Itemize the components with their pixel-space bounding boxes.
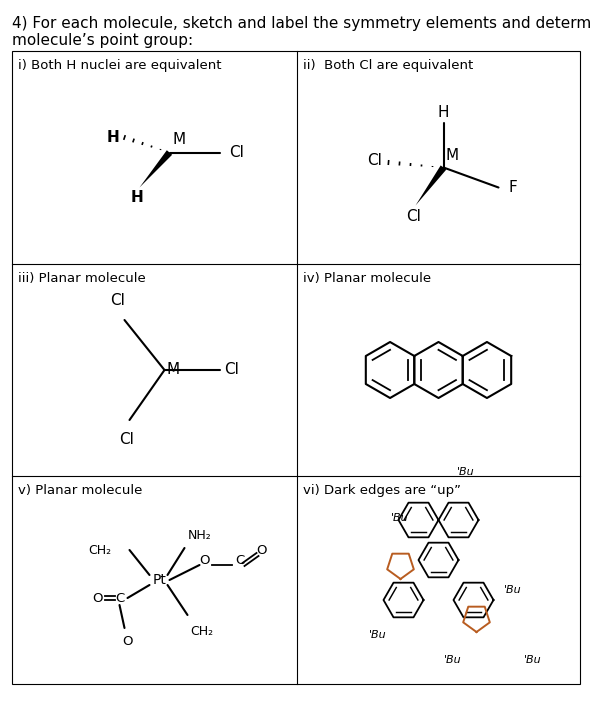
Text: O: O — [92, 592, 103, 605]
Text: Cl: Cl — [367, 153, 382, 168]
Text: Pt: Pt — [153, 573, 166, 587]
Text: M: M — [446, 149, 459, 163]
Text: 'Bu: 'Bu — [456, 467, 474, 477]
Text: Cl: Cl — [406, 209, 421, 224]
Text: 'Bu: 'Bu — [443, 655, 461, 665]
Text: iii) Planar molecule: iii) Planar molecule — [18, 272, 146, 285]
Text: O: O — [123, 635, 133, 648]
Text: Cl: Cl — [230, 145, 244, 160]
Text: Cl: Cl — [119, 432, 134, 447]
Text: Cl: Cl — [110, 293, 125, 308]
Text: 'Bu: 'Bu — [368, 630, 386, 640]
Text: CH₂: CH₂ — [191, 625, 214, 638]
Text: iv) Planar molecule: iv) Planar molecule — [303, 272, 431, 285]
Text: i) Both H nuclei are equivalent: i) Both H nuclei are equivalent — [18, 59, 221, 72]
Text: Cl: Cl — [224, 362, 239, 378]
Text: M: M — [172, 133, 186, 147]
Text: C: C — [235, 553, 244, 566]
Text: M: M — [166, 362, 179, 378]
Polygon shape — [140, 150, 172, 187]
Text: 4) For each molecule, sketch and label the symmetry elements and determine the: 4) For each molecule, sketch and label t… — [12, 16, 592, 31]
Polygon shape — [416, 166, 446, 205]
Text: O: O — [256, 544, 267, 558]
Text: O: O — [200, 553, 210, 566]
Text: molecule’s point group:: molecule’s point group: — [12, 33, 193, 48]
Text: H: H — [131, 190, 144, 205]
Text: C: C — [115, 592, 124, 605]
Text: ii)  Both Cl are equivalent: ii) Both Cl are equivalent — [303, 59, 473, 72]
Text: v) Planar molecule: v) Planar molecule — [18, 484, 142, 497]
Text: NH₂: NH₂ — [188, 529, 211, 542]
Text: 'Bu: 'Bu — [504, 585, 521, 595]
Text: H: H — [106, 130, 119, 145]
Bar — [12, 51, 580, 684]
Text: F: F — [509, 180, 517, 195]
Text: 'Bu: 'Bu — [523, 655, 541, 665]
Text: 'Bu: 'Bu — [391, 513, 408, 523]
Text: CH₂: CH₂ — [88, 544, 111, 557]
Text: H: H — [437, 105, 449, 120]
Text: vi) Dark edges are “up”: vi) Dark edges are “up” — [303, 484, 461, 497]
